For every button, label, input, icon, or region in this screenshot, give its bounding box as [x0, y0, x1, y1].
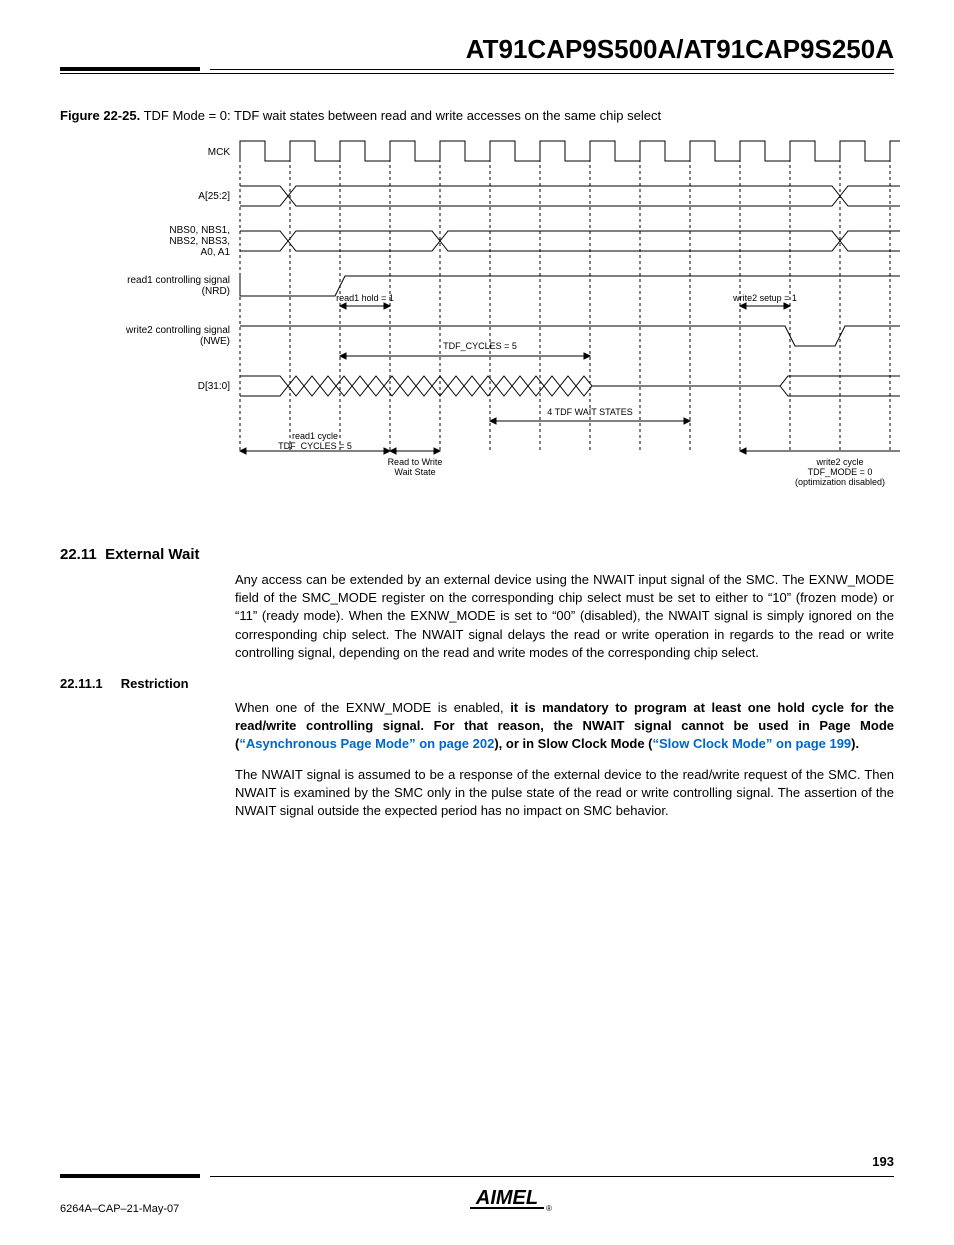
svg-text:®: ®	[546, 1204, 552, 1212]
svg-text:read1 cycle: read1 cycle	[292, 431, 338, 441]
figure-caption: Figure 22-25. TDF Mode = 0: TDF wait sta…	[60, 108, 894, 123]
page-number: 193	[872, 1154, 894, 1169]
svg-text:read1 controlling signal: read1 controlling signal	[127, 275, 230, 286]
section-22-11-1-p1: When one of the EXNW_MODE is enabled, it…	[235, 699, 894, 754]
link-async-page-mode[interactable]: “Asynchronous Page Mode” on page 202	[239, 736, 494, 751]
atmel-logo: AIMEL ®	[179, 1184, 834, 1215]
svg-text:A0, A1: A0, A1	[201, 247, 231, 258]
section-22-11-p1: Any access can be extended by an externa…	[235, 571, 894, 662]
svg-text:NBS2, NBS3,: NBS2, NBS3,	[169, 236, 230, 247]
svg-text:NBS0, NBS1,: NBS0, NBS1,	[169, 225, 230, 236]
link-slow-clock-mode[interactable]: “Slow Clock Mode” on page 199	[653, 736, 852, 751]
svg-text:D[31:0]: D[31:0]	[198, 381, 230, 392]
header-rule	[60, 67, 894, 71]
svg-text:(optimization disabled): (optimization disabled)	[795, 477, 885, 487]
svg-text:read1 hold = 1: read1 hold = 1	[336, 293, 394, 303]
svg-text:Read to Write: Read to Write	[388, 457, 443, 467]
page-footer: 193 6264A–CAP–21-May-07 AIMEL ®	[60, 1174, 894, 1215]
doc-title: AT91CAP9S500A/AT91CAP9S250A	[60, 34, 894, 67]
svg-text:(NRD): (NRD)	[202, 286, 230, 297]
section-22-11-heading: 22.11 External Wait	[60, 546, 894, 563]
section-22-11-1-heading: 22.11.1 Restriction	[60, 676, 894, 691]
svg-text:TDF_CYCLES = 5: TDF_CYCLES = 5	[278, 441, 352, 451]
svg-text:write2 controlling signal: write2 controlling signal	[125, 325, 230, 336]
svg-text:write2 cycle: write2 cycle	[815, 457, 863, 467]
svg-text:4 TDF WAIT STATES: 4 TDF WAIT STATES	[547, 407, 633, 417]
svg-text:AIMEL: AIMEL	[475, 1187, 538, 1209]
svg-text:Wait State: Wait State	[394, 467, 435, 477]
svg-text:TDF_CYCLES = 5: TDF_CYCLES = 5	[443, 341, 517, 351]
timing-diagram: MCK A[25:2] NBS0, NBS1, NBS2, NBS3, A0, …	[80, 131, 894, 516]
svg-text:A[25:2]: A[25:2]	[198, 191, 230, 202]
svg-text:(NWE): (NWE)	[200, 336, 230, 347]
svg-text:MCK: MCK	[208, 147, 231, 158]
section-22-11-1-p2: The NWAIT signal is assumed to be a resp…	[235, 766, 894, 821]
footer-docid: 6264A–CAP–21-May-07	[60, 1203, 179, 1215]
svg-text:TDF_MODE = 0: TDF_MODE = 0	[808, 467, 873, 477]
svg-text:write2 setup = 1: write2 setup = 1	[732, 293, 797, 303]
